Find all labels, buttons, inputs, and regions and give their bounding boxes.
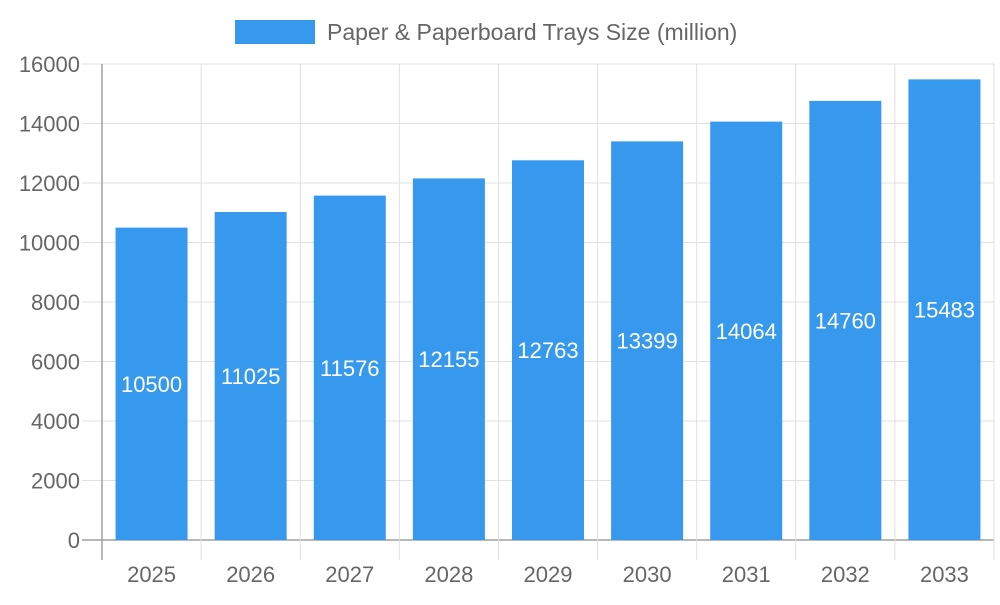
y-tick-label: 2000 — [31, 469, 80, 494]
y-tick-label: 14000 — [19, 112, 80, 137]
bar — [313, 195, 386, 540]
bar — [512, 160, 584, 540]
bar — [214, 212, 287, 540]
x-tick-label: 2027 — [325, 562, 374, 587]
data-label: 10500 — [121, 372, 182, 397]
y-tick-label: 6000 — [31, 350, 80, 375]
y-tick-label: 0 — [68, 528, 80, 553]
y-tick-label: 12000 — [19, 171, 80, 196]
x-tick-label: 2028 — [424, 562, 473, 587]
bar — [611, 141, 684, 540]
data-label: 11025 — [221, 364, 281, 389]
data-label: 15483 — [914, 298, 975, 323]
x-tick-label: 2032 — [821, 562, 870, 587]
x-tick-label: 2030 — [623, 562, 672, 587]
bar — [115, 227, 188, 540]
x-tick-label: 2033 — [920, 562, 969, 587]
y-tick-label: 8000 — [31, 290, 80, 315]
y-tick-label: 4000 — [31, 409, 80, 434]
bar — [809, 100, 882, 540]
data-label: 12155 — [418, 347, 479, 372]
data-label: 13399 — [617, 329, 678, 354]
x-tick-label: 2031 — [722, 562, 771, 587]
data-label: 14760 — [815, 308, 876, 333]
data-label: 14064 — [716, 319, 777, 344]
x-tick-label: 2029 — [524, 562, 573, 587]
legend: Paper & Paperboard Trays Size (million) — [235, 19, 737, 45]
bar — [412, 178, 485, 541]
y-tick-label: 10000 — [19, 231, 80, 256]
bar — [908, 79, 981, 541]
legend-label: Paper & Paperboard Trays Size (million) — [327, 19, 737, 45]
data-label: 12763 — [517, 338, 578, 363]
bar — [710, 121, 783, 540]
data-label: 11576 — [320, 356, 380, 381]
legend-swatch — [235, 20, 315, 44]
x-tick-label: 2025 — [127, 562, 176, 587]
y-tick-label: 16000 — [19, 52, 80, 77]
x-tick-label: 2026 — [226, 562, 275, 587]
